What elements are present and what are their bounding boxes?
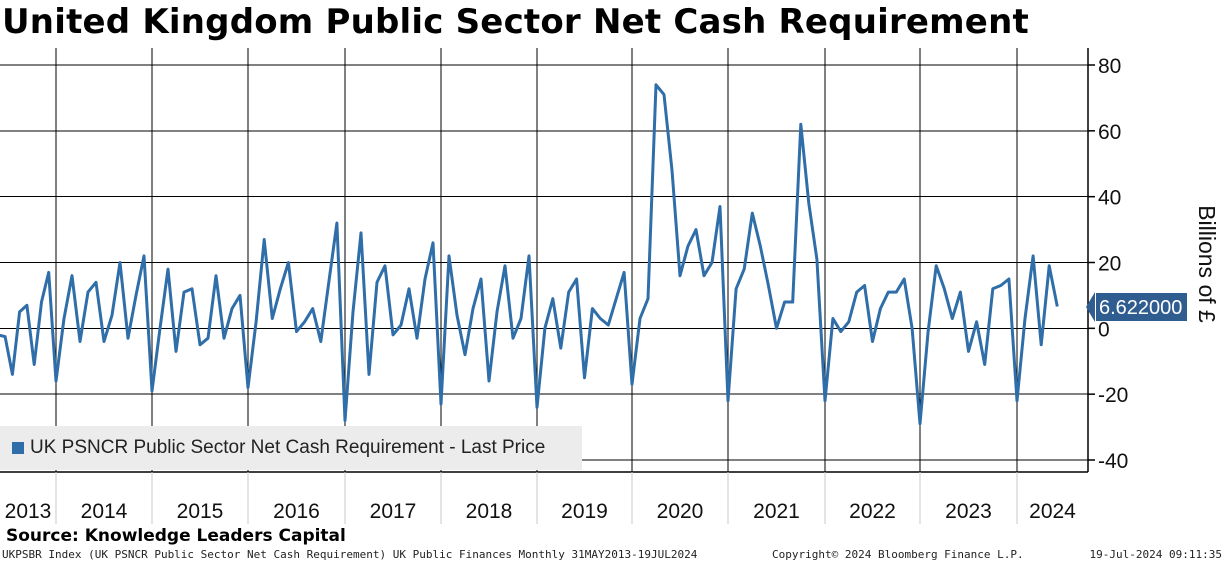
x-axis-labels: 2013 2014 2015 2016 2017 2018 2019 2020 2021 2022… xyxy=(5,472,1076,524)
footer-timestamp: 19-Jul-2024 09:11:35 xyxy=(1089,548,1222,561)
last-price-flag: 6.622000 xyxy=(1086,292,1189,322)
chart-title: United Kingdom Public Sector Net Cash Re… xyxy=(2,2,1029,42)
y-tick-label: 20 xyxy=(1098,253,1121,276)
grid-lines xyxy=(0,48,1088,472)
x-tick-label: 2017 xyxy=(370,500,417,523)
x-tick-label: 2014 xyxy=(81,500,128,523)
series-line-psncr xyxy=(0,83,1059,426)
y-tick-label: -40 xyxy=(1098,450,1128,473)
x-tick-label: 2022 xyxy=(849,500,896,523)
y-tick-label: -20 xyxy=(1098,384,1128,407)
y-tick-label: 80 xyxy=(1098,55,1121,78)
x-tick-label: 2016 xyxy=(273,500,320,523)
series-lines xyxy=(0,83,1059,426)
legend-label: UK PSNCR Public Sector Net Cash Requirem… xyxy=(30,437,546,458)
footer-ticker-description: UKPSBR Index (UK PSNCR Public Sector Net… xyxy=(2,548,698,561)
y-axis-ticks: -40 -20 0 20 40 60 80 xyxy=(1088,55,1128,473)
legend: UK PSNCR Public Sector Net Cash Requirem… xyxy=(0,426,582,470)
y-axis-label: Billions of £ xyxy=(1194,205,1220,323)
flag-arrow xyxy=(1086,292,1095,322)
x-tick-label: 2021 xyxy=(753,500,800,523)
last-price-value: 6.622000 xyxy=(1095,292,1189,322)
x-tick-label: 2024 xyxy=(1029,500,1076,523)
x-tick-label: 2023 xyxy=(945,500,992,523)
y-tick-label: 0 xyxy=(1098,318,1110,341)
legend-swatch xyxy=(12,442,24,454)
axes xyxy=(0,48,1089,473)
footer: UKPSBR Index (UK PSNCR Public Sector Net… xyxy=(2,548,1222,564)
x-tick-label: 2019 xyxy=(561,500,608,523)
x-tick-label: 2015 xyxy=(177,500,224,523)
x-tick-label: 2018 xyxy=(466,500,513,523)
footer-copyright: Copyright© 2024 Bloomberg Finance L.P. xyxy=(772,548,1024,561)
x-tick-label: 2020 xyxy=(657,500,704,523)
y-tick-label: 60 xyxy=(1098,121,1121,144)
source-note: Source: Knowledge Leaders Capital xyxy=(6,526,346,546)
y-tick-label: 40 xyxy=(1098,187,1121,210)
x-tick-label: 2013 xyxy=(5,500,52,523)
